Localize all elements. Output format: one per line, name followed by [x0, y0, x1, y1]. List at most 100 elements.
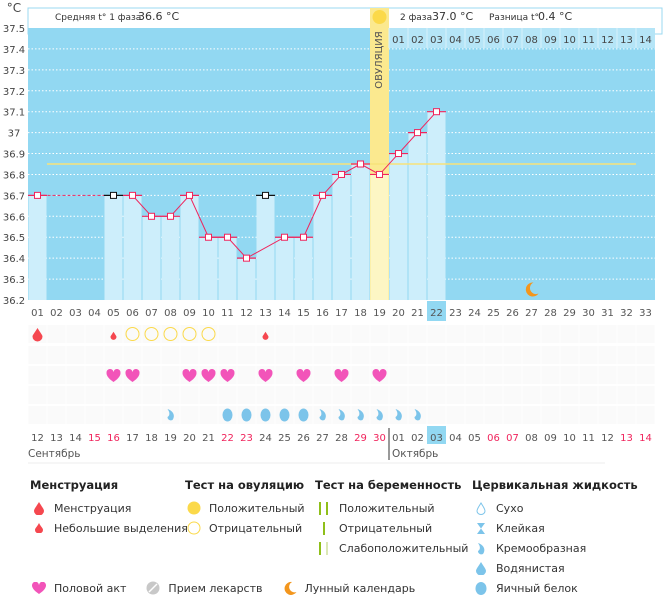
- temperature-point: [167, 212, 174, 220]
- legend-pregnancy-test: Тест на беременность Положительный Отриц…: [315, 478, 468, 558]
- creamy-fluid-icon: [167, 409, 174, 421]
- diff-value: 0.4 °C: [538, 10, 572, 23]
- cycle-day-label: 23: [449, 308, 462, 319]
- calendar-date: 07: [506, 433, 519, 444]
- sticky-icon: [472, 522, 490, 535]
- creamy-fluid-icon: [395, 409, 402, 421]
- event-cell: [256, 386, 275, 404]
- y-tick-label: 36.9: [3, 150, 25, 161]
- temperature-point: [433, 108, 440, 116]
- calendar-date: 16: [107, 433, 120, 444]
- creamy-icon: [472, 542, 490, 555]
- legend-fluid: Цервикальная жидкость Сухо Клейкая Кремо…: [472, 478, 638, 595]
- legend-title: Тест на овуляцию: [185, 478, 305, 492]
- event-cell: [85, 386, 104, 404]
- event-cell: [47, 346, 66, 364]
- event-cell: [256, 346, 275, 364]
- cycle-day-label: 33: [639, 308, 652, 319]
- menstruation-drop-icon: [32, 328, 43, 342]
- ovulation-sun-icon: [372, 10, 387, 24]
- event-cell: [199, 406, 218, 424]
- legend-menstruation: Менструация Менструация Небольшие выделе…: [30, 478, 188, 538]
- moon-icon: [525, 282, 539, 297]
- temperature-bar: [313, 195, 332, 300]
- heart-icon: [30, 581, 48, 595]
- event-cell: [408, 386, 427, 404]
- event-cell: [427, 406, 446, 424]
- event-cell: [427, 366, 446, 384]
- negative-ovulation-test-icon: [201, 327, 216, 341]
- event-cell: [465, 366, 484, 384]
- event-cell: [617, 386, 636, 404]
- calendar-date: 24: [259, 433, 272, 444]
- heart-icon: [220, 368, 235, 382]
- cycle-day-label: 21: [411, 308, 424, 319]
- event-cell: [47, 366, 66, 384]
- calendar-date: 19: [164, 433, 177, 444]
- event-cell: [275, 366, 294, 384]
- next-cycle-day-label: 04: [449, 35, 462, 46]
- event-cell: [598, 325, 617, 343]
- unit-label: °C: [7, 1, 21, 15]
- event-cell: [237, 366, 256, 384]
- legend-ovulation-test: Тест на овуляцию Положительный Отрицател…: [185, 478, 305, 538]
- cycle-day-label: 31: [601, 308, 614, 319]
- calendar-date: 04: [449, 433, 462, 444]
- event-cell: [47, 386, 66, 404]
- temperature-point: [414, 129, 421, 137]
- month-label: Сентябрь: [28, 448, 80, 460]
- next-cycle-day-label: 08: [525, 35, 538, 46]
- calendar-date: 05: [468, 433, 481, 444]
- event-cell: [104, 346, 123, 364]
- event-cell: [351, 386, 370, 404]
- temperature-point: [34, 191, 41, 199]
- event-cell: [522, 386, 541, 404]
- faint-line-icon: [315, 541, 333, 555]
- calendar-date: 11: [582, 433, 595, 444]
- heart-icon: [201, 368, 216, 382]
- legend-item: Клейкая: [472, 518, 638, 538]
- heart-icon: [125, 368, 140, 382]
- event-cell: [598, 386, 617, 404]
- event-cell: [408, 346, 427, 364]
- event-cell: [142, 346, 161, 364]
- event-cell: [218, 325, 237, 343]
- cycle-day-label: 07: [145, 308, 158, 319]
- event-cell: [446, 325, 465, 343]
- event-cell: [218, 386, 237, 404]
- egg-white-fluid-icon: [279, 408, 290, 422]
- event-cell: [161, 386, 180, 404]
- event-cell: [484, 346, 503, 364]
- calendar-date: 29: [354, 433, 367, 444]
- event-cell: [522, 325, 541, 343]
- calendar-date: 08: [525, 433, 538, 444]
- temperature-bar: [427, 111, 446, 300]
- calendar-date: 02: [411, 433, 424, 444]
- legend-item: Менструация: [30, 498, 188, 518]
- cycle-day-label: 18: [354, 308, 367, 319]
- dry-drop-icon: [472, 501, 490, 515]
- temperature-point: [262, 191, 269, 199]
- y-tick-label: 36.3: [3, 275, 25, 286]
- event-cell: [465, 386, 484, 404]
- calendar-date: 06: [487, 433, 500, 444]
- calendar-date: 12: [601, 433, 614, 444]
- cycle-day-label: 08: [164, 308, 177, 319]
- temperature-bar: [180, 195, 199, 300]
- cycle-day-label: 26: [506, 308, 519, 319]
- cycle-day-label: 02: [50, 308, 63, 319]
- cycle-day-label: 16: [316, 308, 329, 319]
- legend-title: Тест на беременность: [315, 478, 462, 492]
- event-cell: [484, 406, 503, 424]
- temperature-bar: [199, 237, 218, 300]
- event-cell: [503, 346, 522, 364]
- next-cycle-day-label: 03: [430, 35, 443, 46]
- temperature-point: [281, 233, 288, 241]
- heart-icon: [296, 368, 311, 382]
- event-cell: [104, 406, 123, 424]
- y-tick-label: 36.5: [3, 233, 25, 244]
- negative-ovulation-test-icon: [144, 327, 159, 341]
- event-cell: [636, 406, 655, 424]
- calendar-date: 14: [639, 433, 652, 444]
- cycle-day-label: 15: [297, 308, 310, 319]
